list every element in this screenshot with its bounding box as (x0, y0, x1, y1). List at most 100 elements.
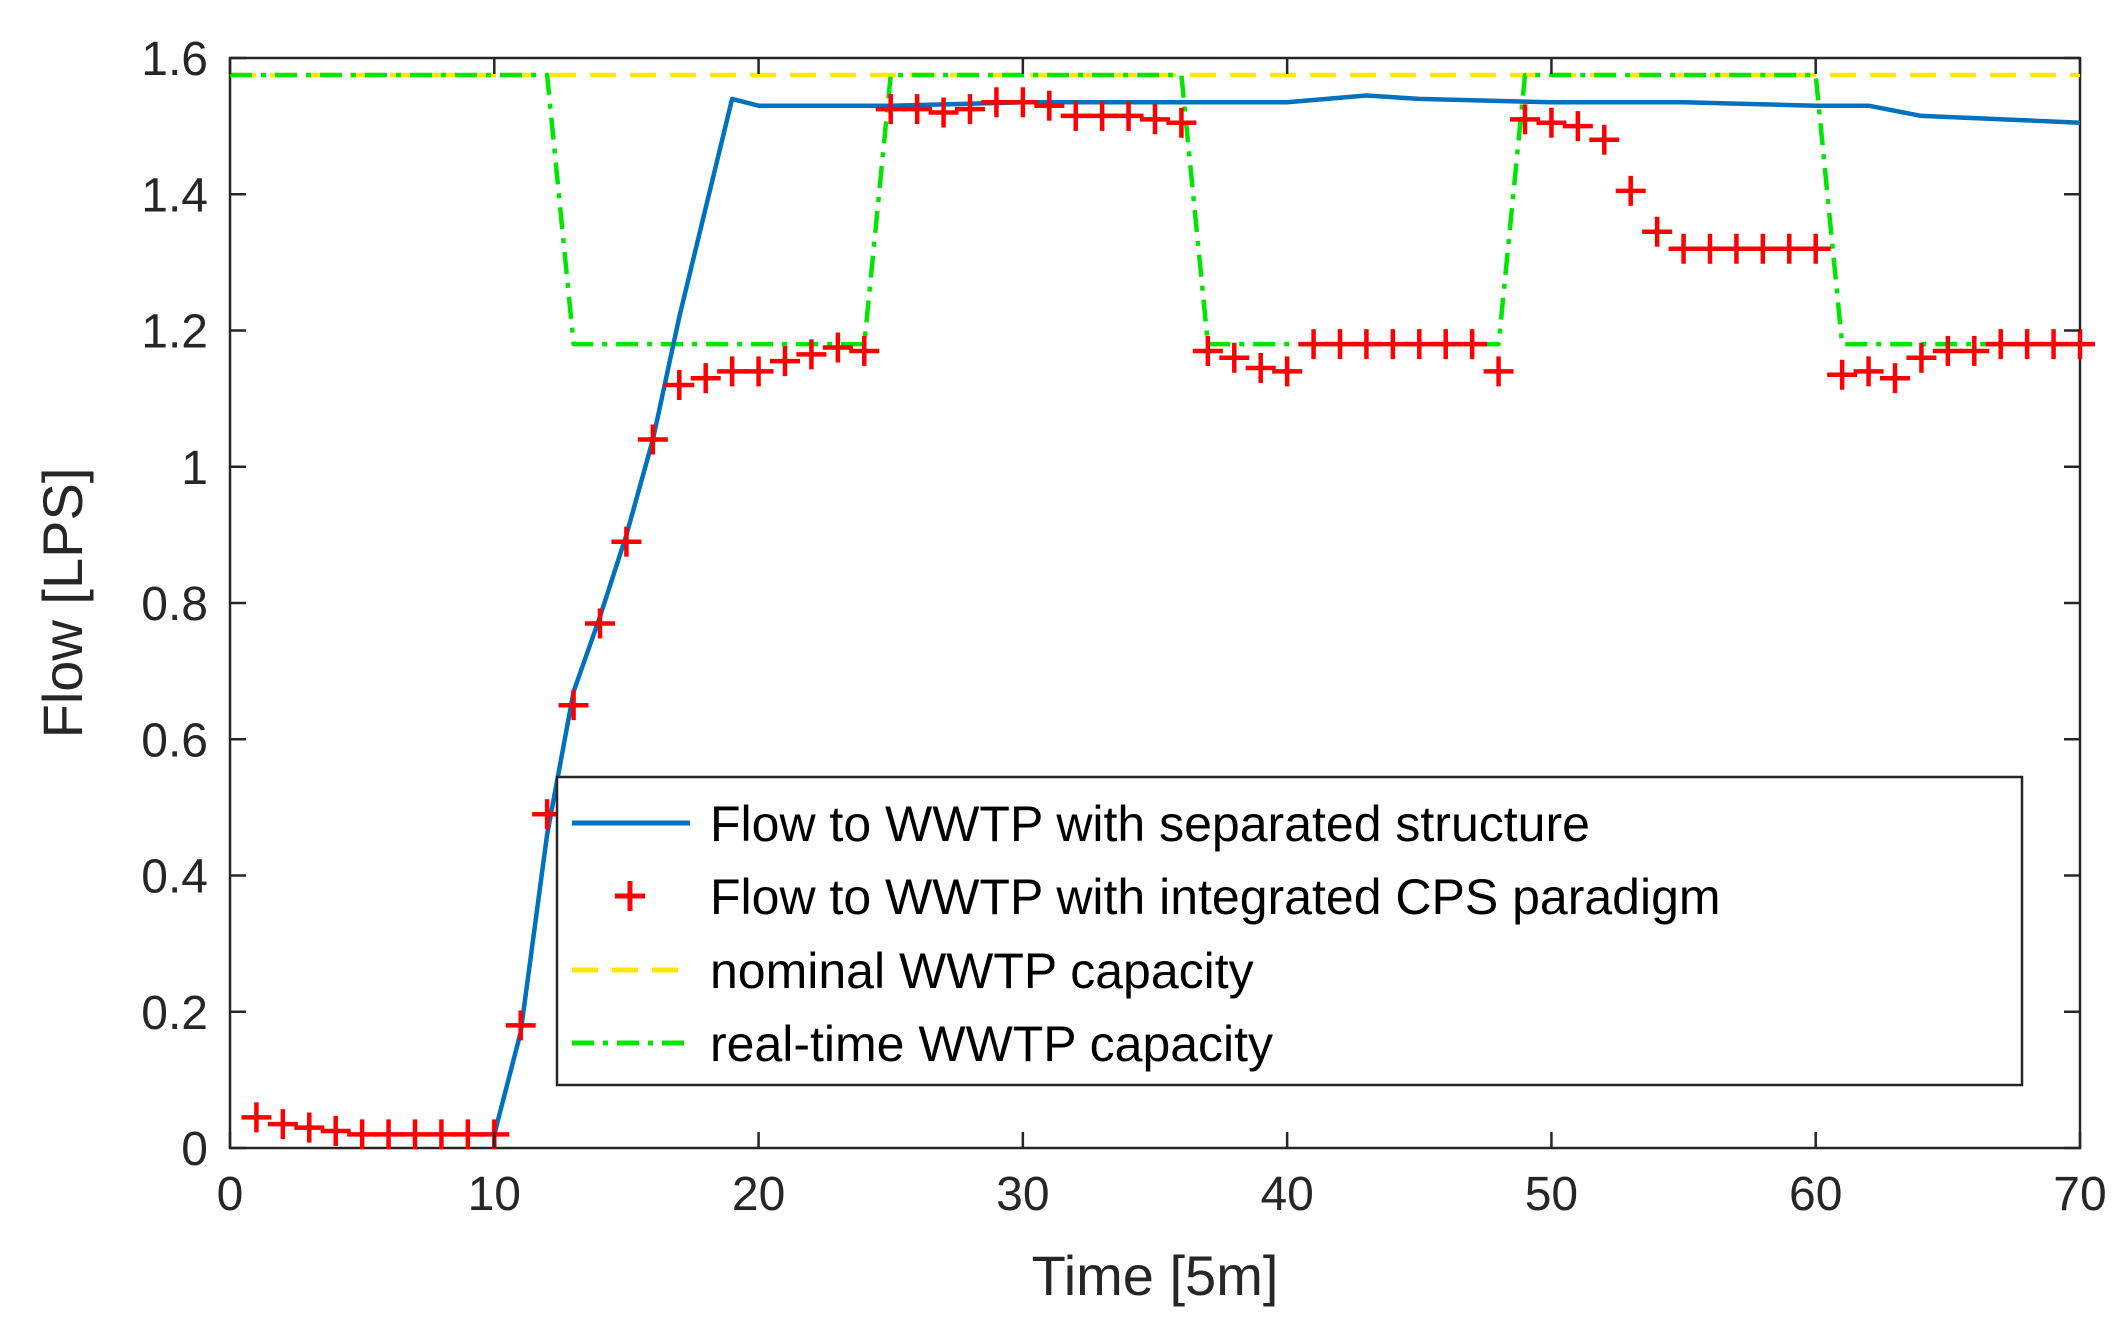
data-point-marker (1721, 233, 1752, 264)
data-point-marker (1747, 233, 1778, 264)
data-point-marker (1272, 356, 1303, 387)
data-point-marker (1615, 175, 1646, 206)
x-tick-label: 70 (2053, 1168, 2106, 1221)
data-point-marker (585, 608, 615, 639)
data-point-marker (717, 356, 748, 387)
x-tick-label: 50 (1525, 1168, 1578, 1221)
data-point-marker (1906, 342, 1937, 373)
data-point-marker (400, 1119, 430, 1150)
y-tick-label: 1.6 (141, 33, 208, 86)
data-point-marker (796, 339, 827, 370)
data-point-marker (1510, 104, 1540, 135)
y-tick-label: 1.4 (141, 169, 208, 222)
data-point-marker (347, 1119, 378, 1150)
series-line-real-time-wwtp-capacity (230, 72, 2080, 347)
data-point-marker (664, 370, 695, 400)
data-point-marker (1377, 329, 1408, 360)
data-point-marker (2012, 329, 2043, 360)
y-tick-label: 1.2 (141, 306, 208, 359)
data-point-marker (1087, 100, 1118, 131)
data-point-marker (1985, 329, 2016, 360)
data-point-marker (690, 363, 721, 394)
series-line-flow-to-wwtp-with-separated-structure (492, 93, 2080, 1135)
y-tick-label: 0.4 (141, 851, 208, 904)
data-point-marker (1404, 329, 1435, 360)
y-tick-label: 1 (181, 442, 208, 495)
y-tick-label: 0.8 (141, 578, 208, 631)
legend-box (555, 775, 2024, 1087)
data-point-marker (849, 335, 880, 366)
data-point-marker (743, 356, 774, 387)
series-layer (230, 72, 2080, 1135)
data-point-marker (1668, 233, 1699, 264)
data-point-marker (267, 1109, 298, 1140)
data-point-marker (902, 94, 933, 125)
data-point-marker (611, 526, 642, 557)
legend-label-nominal-capacity: nominal WWTP capacity (710, 943, 1254, 999)
data-point-marker (1774, 233, 1805, 264)
legend-swatch-integrated-cps (615, 881, 645, 911)
data-point-marker (1536, 107, 1567, 138)
y-tick-label: 0.2 (141, 987, 208, 1040)
y-tick-label: 0 (181, 1123, 208, 1176)
data-point-marker (1959, 335, 1990, 366)
y-tick-label: 0.6 (141, 714, 208, 767)
x-tick-label: 60 (1789, 1168, 1842, 1221)
data-point-marker (1192, 335, 1223, 366)
data-point-marker (373, 1119, 404, 1150)
data-point-marker (1430, 329, 1461, 360)
legend-label-realtime-capacity: real-time WWTP capacity (710, 1016, 1273, 1072)
data-point-marker (770, 346, 800, 377)
x-tick-label: 10 (468, 1168, 521, 1221)
data-point-marker (452, 1119, 483, 1150)
data-point-marker (637, 424, 668, 455)
data-point-marker (505, 1010, 536, 1041)
data-point-marker (1166, 107, 1197, 138)
data-point-marker (558, 690, 589, 721)
x-axis-ticks: 0 10 20 30 40 50 60 70 (217, 58, 2107, 1221)
legend-label-separated-structure: Flow to WWTP with separated structure (710, 796, 1590, 852)
data-point-marker (955, 94, 985, 125)
data-point-marker (2065, 329, 2095, 360)
data-point-marker (1351, 329, 1382, 360)
data-point-marker (1827, 359, 1858, 390)
legend: Flow to WWTP with separated structure Fl… (555, 775, 2024, 1087)
data-point-marker (1325, 329, 1355, 360)
data-point-marker (1589, 124, 1620, 155)
data-point-marker (241, 1102, 272, 1133)
data-point-marker (426, 1119, 457, 1150)
y-axis-label: Flow [LPS] (31, 468, 94, 739)
x-axis-label: Time [5m] (1032, 1244, 1279, 1307)
data-point-marker (1457, 329, 1488, 360)
data-point-marker (1695, 233, 1725, 264)
x-tick-label: 20 (732, 1168, 785, 1221)
data-point-marker (1060, 100, 1091, 131)
data-point-marker (822, 332, 853, 363)
data-point-marker (1140, 104, 1170, 135)
data-point-marker (1219, 342, 1250, 373)
data-point-marker (1932, 335, 1963, 366)
data-point-marker (1245, 352, 1276, 383)
data-point-marker (2038, 329, 2069, 360)
data-point-marker (1880, 363, 1910, 394)
x-tick-label: 30 (996, 1168, 1049, 1221)
data-point-marker (320, 1115, 351, 1146)
marker-layer (241, 87, 2095, 1150)
x-tick-label: 40 (1260, 1168, 1313, 1221)
legend-label-integrated-cps: Flow to WWTP with integrated CPS paradig… (710, 869, 1721, 925)
y-axis-ticks: 0 0.2 0.4 0.6 0.8 1 1.2 1.4 1.6 (141, 33, 2080, 1176)
data-point-marker (1483, 356, 1514, 387)
data-point-marker (1007, 87, 1038, 118)
x-tick-label: 0 (217, 1168, 244, 1221)
data-point-marker (1034, 90, 1065, 121)
data-point-marker (981, 87, 1012, 118)
data-point-marker (928, 97, 959, 128)
data-point-marker (1113, 100, 1144, 131)
data-point-marker (1298, 329, 1329, 360)
data-point-marker (1562, 111, 1593, 142)
data-point-marker (1642, 216, 1673, 247)
data-point-marker (1800, 233, 1831, 264)
data-point-marker (294, 1112, 325, 1143)
data-point-marker (1853, 356, 1884, 387)
